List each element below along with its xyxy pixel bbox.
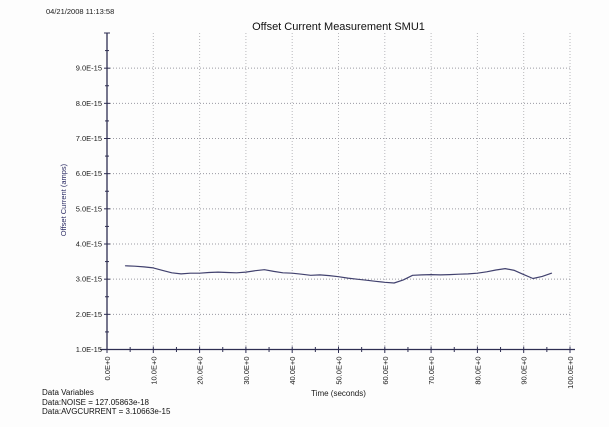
data-variables-title: Data Variables [42,388,94,397]
svg-text:1.0E-15: 1.0E-15 [76,345,102,354]
noise-value: Data:NOISE = 127.05863e-18 [42,397,149,407]
svg-text:100.0E+0: 100.0E+0 [566,357,575,389]
svg-text:70.0E+0: 70.0E+0 [427,357,436,385]
svg-text:9.0E-15: 9.0E-15 [76,64,102,73]
timestamp-text: 04/21/2008 11:13:58 [46,7,115,16]
svg-text:10.0E+0: 10.0E+0 [149,357,158,385]
svg-text:4.0E-15: 4.0E-15 [76,240,102,249]
avgcurrent-value: Data:AVGCURRENT = 3.10663e-15 [42,407,171,416]
svg-text:7.0E-15: 7.0E-15 [76,134,102,143]
svg-text:50.0E+0: 50.0E+0 [335,357,344,385]
data-variables: Data Variables Data:NOISE = 127.05863e-1… [42,388,170,417]
svg-text:3.0E-15: 3.0E-15 [76,275,102,284]
svg-text:40.0E+0: 40.0E+0 [288,357,297,385]
svg-text:30.0E+0: 30.0E+0 [242,357,251,385]
svg-text:6.0E-15: 6.0E-15 [76,169,102,178]
svg-text:0.0E+0: 0.0E+0 [103,357,112,381]
y-axis-label: Offset Current (amps) [59,163,68,237]
svg-text:2.0E-15: 2.0E-15 [76,310,102,319]
svg-text:20.0E+0: 20.0E+0 [196,357,205,385]
x-axis-label: Time (seconds) [311,389,366,398]
svg-text:90.0E+0: 90.0E+0 [520,357,529,385]
svg-text:80.0E+0: 80.0E+0 [473,357,482,385]
svg-text:8.0E-15: 8.0E-15 [76,99,102,108]
chart-title: Offset Current Measurement SMU1 [252,21,425,33]
svg-text:60.0E+0: 60.0E+0 [381,357,390,385]
svg-text:5.0E-15: 5.0E-15 [76,204,102,213]
